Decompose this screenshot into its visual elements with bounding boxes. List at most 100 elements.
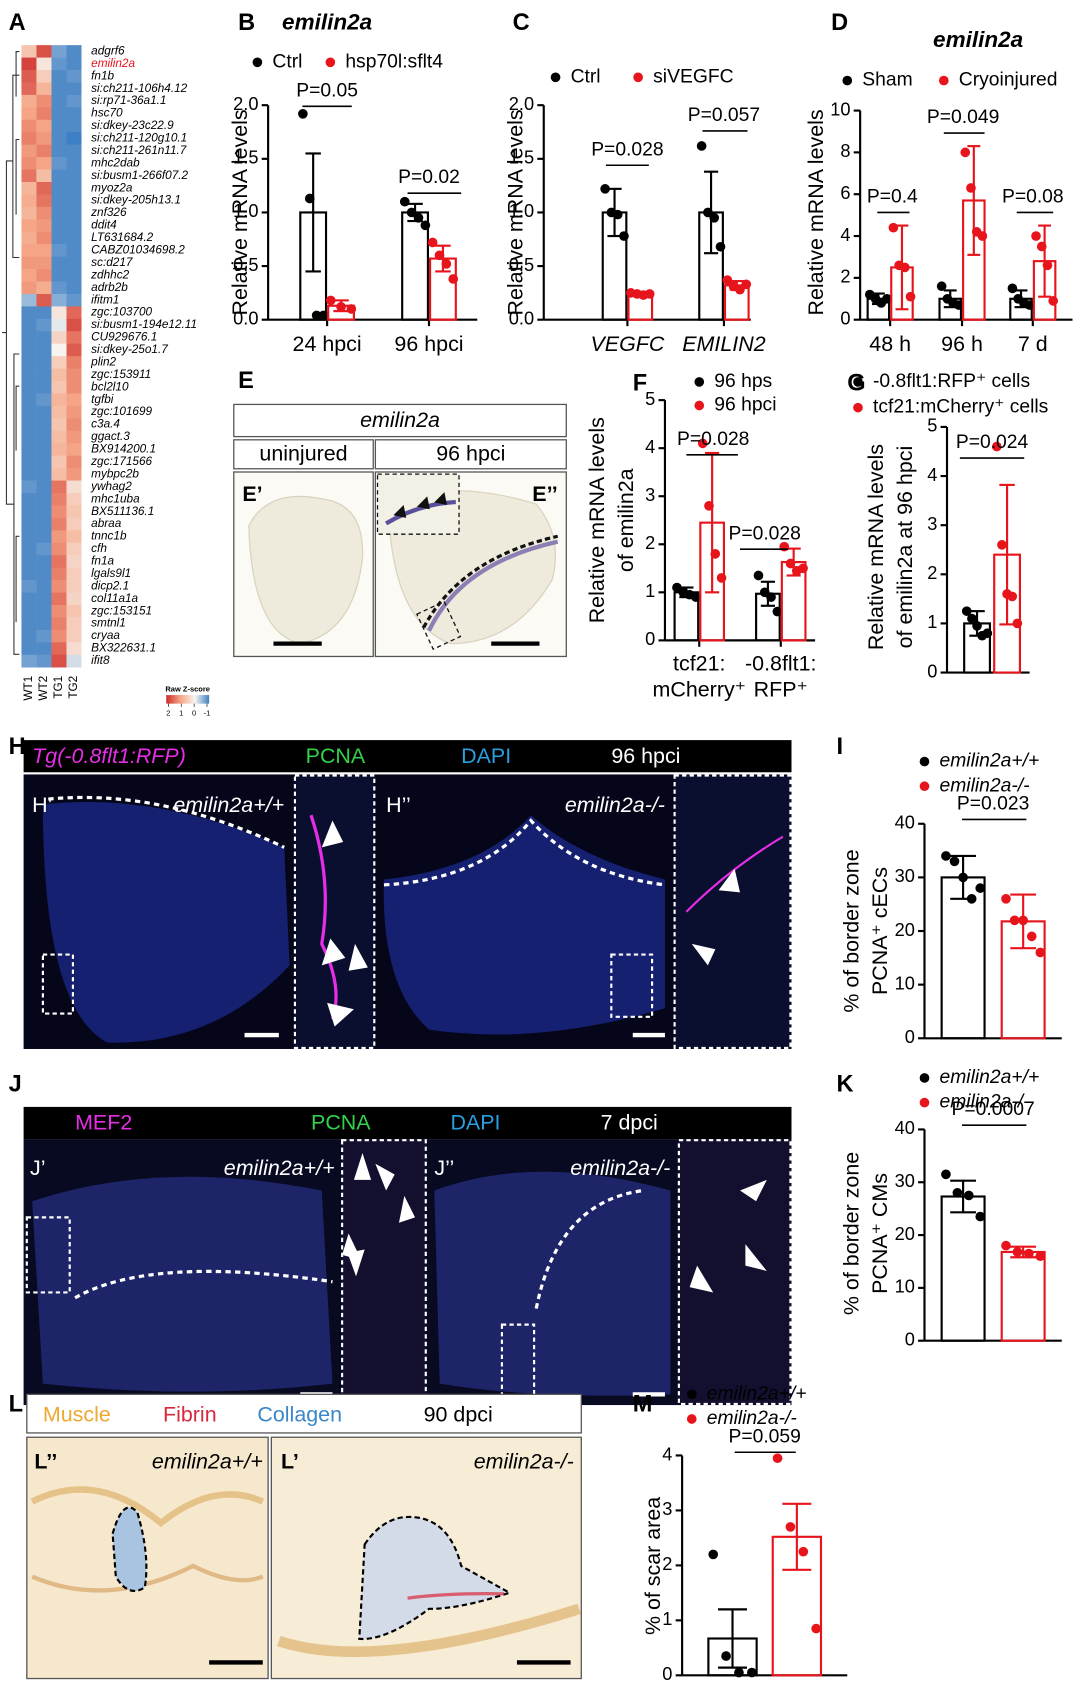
heatmap-cell bbox=[21, 592, 37, 606]
data-point bbox=[941, 851, 951, 861]
channel-label: PCNA bbox=[306, 744, 366, 768]
heatmap-cell bbox=[21, 57, 37, 71]
p-value: P=0.4 bbox=[867, 187, 918, 208]
heatmap-cell bbox=[36, 580, 52, 593]
heatmap-cell bbox=[36, 356, 52, 369]
heatmap-cell bbox=[66, 493, 82, 506]
p-value: P=0.028 bbox=[677, 429, 749, 450]
heatmap-cell bbox=[36, 343, 52, 357]
y-tick-label: 0.0 bbox=[509, 308, 534, 329]
image-label: L’’ bbox=[34, 1450, 57, 1474]
data-point bbox=[766, 592, 776, 602]
data-point bbox=[1009, 915, 1020, 926]
data-point bbox=[958, 872, 968, 883]
y-tick-label: 2.0 bbox=[509, 93, 534, 114]
heatmap-cell bbox=[21, 132, 37, 145]
heatmap-cell bbox=[66, 70, 82, 83]
heatmap-cell bbox=[51, 269, 67, 282]
y-axis-label: Relative mRNA levels bbox=[228, 109, 252, 315]
data-point bbox=[772, 606, 783, 617]
data-point bbox=[399, 196, 410, 207]
gene-label: CABZ01034698.2 bbox=[91, 244, 185, 257]
heatmap-cell bbox=[36, 231, 52, 245]
heatmap-cell bbox=[21, 169, 37, 183]
heatmap-cell bbox=[66, 45, 82, 58]
heatmap-cell bbox=[66, 418, 82, 432]
data-point bbox=[600, 184, 610, 194]
heatmap-cell bbox=[51, 343, 67, 357]
data-point bbox=[703, 207, 713, 218]
bar bbox=[940, 876, 986, 1040]
heatmap-cell bbox=[21, 629, 37, 643]
heatmap-cell bbox=[66, 530, 82, 544]
y-tick-label: 2 bbox=[662, 1553, 672, 1574]
heatmap-cell bbox=[21, 368, 37, 382]
gene-label: tgfbi bbox=[91, 393, 114, 406]
heatmap-cell bbox=[51, 356, 67, 369]
data-point bbox=[318, 310, 329, 321]
y-tick-label: 4 bbox=[840, 224, 850, 245]
data-point bbox=[325, 295, 336, 306]
y-tick-label: 0.0 bbox=[233, 308, 258, 329]
y-axis-label: % of border zone bbox=[839, 849, 863, 1012]
genotype-label: emilin2a+/+ bbox=[173, 793, 284, 817]
gene-label: si:ch211-120g10.1 bbox=[91, 132, 187, 145]
y-tick-label: 6 bbox=[840, 182, 850, 203]
heatmap-cell bbox=[21, 604, 37, 618]
heatmap-cell bbox=[36, 443, 52, 457]
heatmap-cell bbox=[21, 181, 37, 195]
heatmap-cell bbox=[66, 580, 82, 593]
genotype-label: emilin2a-/- bbox=[565, 793, 665, 817]
heatmap-cell bbox=[51, 654, 67, 668]
heatmap-cell bbox=[66, 654, 82, 668]
dendrogram bbox=[2, 51, 20, 655]
y-tick-label: 3 bbox=[662, 1498, 672, 1519]
heatmap-cell bbox=[36, 642, 52, 656]
heatmap-cell bbox=[66, 368, 82, 382]
p-value: P=0.023 bbox=[957, 794, 1029, 815]
y-tick-label: 2 bbox=[840, 266, 850, 287]
heatmap-cell bbox=[21, 393, 37, 407]
heatmap-cell bbox=[66, 443, 82, 457]
data-point bbox=[961, 606, 972, 616]
legend-label: emilin2a-/- bbox=[707, 1408, 797, 1429]
heatmap-cell bbox=[51, 306, 67, 320]
y-tick-label: 0 bbox=[905, 1329, 915, 1350]
y-tick-label: 1 bbox=[662, 1608, 672, 1629]
panel-letter: J bbox=[9, 1071, 22, 1097]
heatmap-cell bbox=[66, 181, 82, 195]
heatmap-cell bbox=[66, 393, 82, 407]
gene-label: CU929676.1 bbox=[91, 331, 157, 344]
gene-label: tnnc1b bbox=[91, 530, 127, 543]
image-label: J’’ bbox=[434, 1156, 454, 1180]
heatmap-cell bbox=[36, 468, 52, 481]
heatmap-cell bbox=[21, 555, 37, 568]
heatmap-cell bbox=[36, 604, 52, 618]
heatmap-cell bbox=[66, 343, 82, 357]
legend-marker bbox=[252, 57, 263, 68]
panel-letter: D bbox=[831, 9, 848, 35]
data-point bbox=[949, 856, 960, 867]
heatmap-cell bbox=[21, 405, 37, 419]
heatmap-cell bbox=[36, 455, 52, 469]
heatmap-cell bbox=[36, 194, 52, 208]
heatmap-cell bbox=[36, 219, 52, 233]
gene-label: hsc70 bbox=[91, 107, 123, 120]
data-point bbox=[1042, 260, 1053, 271]
heatmap-cell bbox=[66, 318, 82, 332]
gene-label: zgc:153911 bbox=[90, 368, 151, 381]
heatmap-cell bbox=[51, 430, 67, 444]
heatmap-cell bbox=[21, 343, 37, 357]
heatmap-cell bbox=[51, 132, 67, 145]
legend-marker bbox=[853, 377, 863, 387]
gene-label: zgc:103700 bbox=[90, 306, 152, 319]
heatmap-cell bbox=[36, 57, 52, 71]
heatmap-cell bbox=[21, 256, 37, 270]
heatmap-cell bbox=[36, 480, 52, 494]
data-point bbox=[710, 549, 721, 559]
legend-marker bbox=[919, 1097, 930, 1108]
colorbar-tick-label: -1 bbox=[204, 708, 211, 717]
heatmap-cell bbox=[21, 281, 37, 295]
legend-marker bbox=[919, 1073, 930, 1083]
y-tick-label: 2.0 bbox=[233, 93, 258, 114]
